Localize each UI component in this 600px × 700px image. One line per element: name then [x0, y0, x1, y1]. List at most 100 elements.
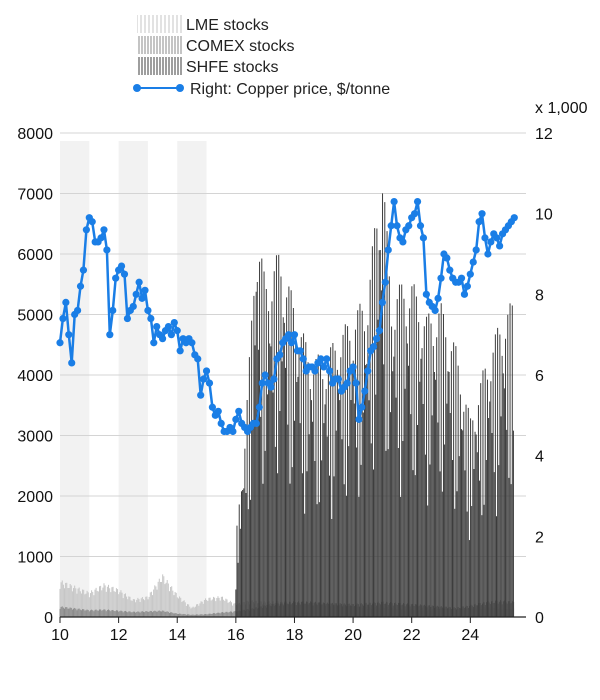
copper-price-point [76, 282, 85, 290]
copper-price-point [62, 298, 70, 306]
copper-price-point [381, 278, 389, 286]
copper-price-point [478, 210, 486, 218]
copper-price-point [68, 359, 76, 367]
copper-price-point [82, 226, 90, 234]
y-axis-left-ticks: 0 1000 2000 3000 4000 5000 6000 7000 8000 [17, 126, 53, 627]
copper-price-point [79, 266, 88, 274]
x-tick-label: 16 [227, 627, 245, 644]
y-left-tick-label: 0 [44, 610, 53, 627]
shaded-band [118, 141, 148, 617]
copper-price-point [320, 363, 328, 371]
legend-entry-comex: COMEX stocks [137, 36, 294, 55]
copper-price-point [434, 294, 442, 302]
copper-price-point [217, 419, 225, 427]
copper-price-point [200, 375, 208, 383]
y-right-tick-label: 2 [535, 529, 544, 546]
copper-price-point [349, 363, 357, 371]
copper-price-point [466, 270, 474, 278]
copper-price-point [510, 214, 518, 222]
legend-label-comex: COMEX stocks [186, 38, 294, 55]
copper-price-point [173, 327, 181, 335]
copper-price-point [65, 331, 73, 339]
copper-price-point [252, 419, 260, 427]
copper-price-point [355, 415, 363, 423]
copper-price-point [369, 343, 378, 351]
copper-price-point [361, 387, 369, 395]
copper-price-point [317, 355, 325, 363]
legend-label-price: Right: Copper price, $/tonne [190, 81, 390, 98]
copper-price-point [97, 234, 105, 242]
copper-price-point [112, 274, 120, 282]
copper-price-point [123, 314, 132, 323]
legend-entry-price: Right: Copper price, $/tonne [133, 81, 390, 98]
x-axis-ticks: 10 12 14 16 18 20 22 24 [51, 617, 479, 644]
y-right-tick-label: 12 [535, 126, 553, 143]
copper-price-point [270, 375, 278, 383]
y-left-tick-label: 6000 [17, 247, 53, 264]
legend-label-shfe: SHFE stocks [186, 59, 278, 76]
copper-price-point [106, 331, 114, 339]
copper-price-point [176, 347, 184, 355]
copper-price-point [153, 323, 161, 331]
legend-swatch-price-marker [176, 84, 184, 92]
copper-price-point [232, 415, 240, 423]
copper-price-point [285, 331, 293, 339]
legend-swatch-shfe [137, 57, 182, 75]
copper-price-point [364, 367, 372, 375]
y-right-tick-label: 6 [535, 368, 544, 385]
copper-price-point [167, 331, 175, 339]
copper-price-point [100, 226, 108, 234]
copper-price-point [378, 298, 386, 306]
copper-price-point [443, 254, 451, 262]
copper-price-point [481, 234, 489, 242]
copper-price-point [147, 314, 155, 323]
copper-price-point [109, 306, 117, 315]
copper-price-point [158, 335, 167, 343]
y-left-tick-label: 3000 [17, 429, 53, 446]
copper-price-point [399, 238, 407, 246]
y-left-tick-label: 1000 [17, 550, 53, 567]
copper-price-point [205, 379, 214, 387]
copper-price-point [419, 234, 428, 242]
shaded-bands [60, 141, 207, 617]
legend-label-lme: LME stocks [186, 17, 269, 34]
x-tick-label: 12 [110, 627, 128, 644]
copper-price-point [484, 250, 492, 258]
y-left-tick-label: 5000 [17, 308, 53, 325]
copper-price-point [487, 238, 495, 246]
copper-price-point [472, 246, 480, 254]
copper-price-point [103, 246, 111, 254]
copper-price-point [323, 355, 331, 363]
copper-price-point [326, 367, 334, 375]
y-axis-right-ticks: 0 2 4 6 8 10 12 [535, 126, 553, 627]
copper-price-point [56, 339, 64, 347]
copper-price-point [413, 197, 422, 206]
copper-price-point [358, 403, 366, 411]
y-left-tick-label: 2000 [17, 489, 53, 506]
copper-price-point [117, 262, 126, 270]
copper-price-point [393, 222, 401, 230]
legend: LME stocks COMEX stocks SHFE stocks Righ… [133, 15, 390, 98]
shfe-stock-series [235, 193, 514, 617]
x-tick-label: 14 [168, 627, 186, 644]
copper-price-point [469, 258, 477, 266]
copper-price-point [88, 218, 96, 226]
right-axis-multiplier: x 1,000 [535, 100, 588, 117]
copper-price-point [164, 323, 173, 331]
x-tick-label: 18 [286, 627, 304, 644]
copper-price-point [208, 403, 217, 411]
copper-price-point [144, 306, 152, 315]
legend-swatch-comex [137, 36, 182, 54]
copper-price-point [290, 331, 299, 339]
y-left-tick-label: 7000 [17, 187, 53, 204]
copper-price-point [261, 371, 269, 379]
copper-price-point [150, 339, 158, 347]
copper-price-point [129, 302, 137, 311]
copper-price-point [267, 383, 275, 391]
copper-price-point [135, 278, 143, 286]
copper-price-point [411, 210, 419, 218]
copper-price-point [384, 246, 392, 254]
legend-entry-lme: LME stocks [137, 15, 269, 34]
copper-price-point [311, 367, 319, 375]
